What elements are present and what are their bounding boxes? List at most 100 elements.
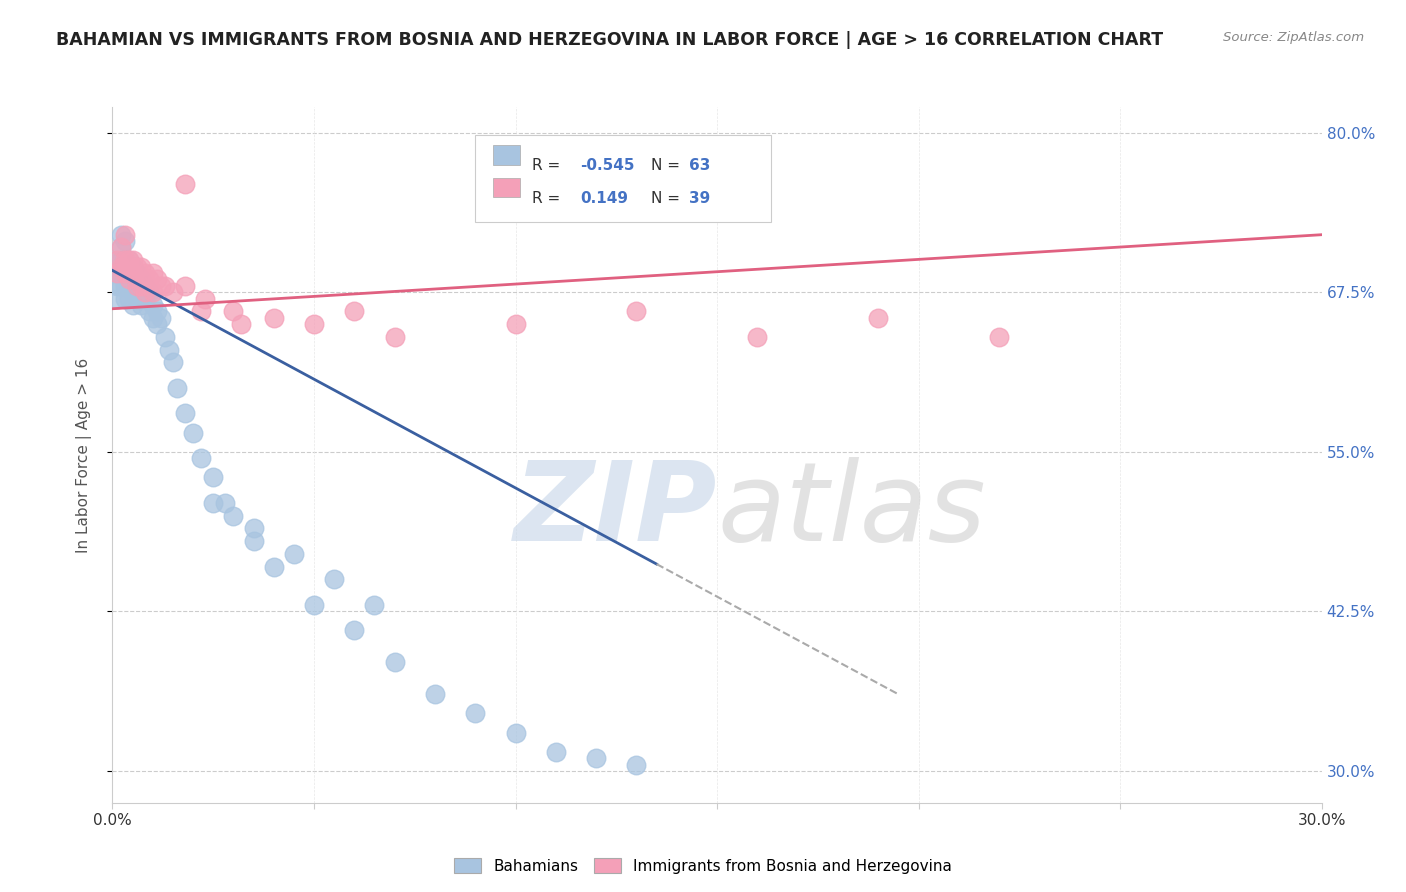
- Text: N =: N =: [651, 191, 685, 205]
- Text: 39: 39: [689, 191, 710, 205]
- Point: [117, 272, 139, 286]
- Point: [110, 278, 132, 293]
- Point: [202, 470, 225, 484]
- Point: [142, 285, 165, 300]
- Point: [263, 559, 285, 574]
- Point: [129, 272, 152, 286]
- Point: [149, 310, 172, 325]
- Point: [125, 292, 148, 306]
- Point: [110, 240, 132, 254]
- Point: [125, 260, 148, 274]
- Point: [142, 298, 165, 312]
- Point: [190, 451, 212, 466]
- Point: [121, 298, 143, 312]
- Point: [323, 573, 346, 587]
- Point: [222, 304, 245, 318]
- Point: [162, 355, 184, 369]
- Point: [114, 266, 136, 280]
- Point: [585, 751, 607, 765]
- Point: [125, 278, 148, 293]
- Point: [174, 278, 197, 293]
- Point: [105, 266, 128, 280]
- Point: [114, 227, 136, 242]
- Point: [464, 706, 486, 721]
- Point: [134, 278, 156, 293]
- Point: [149, 278, 172, 293]
- Point: [121, 285, 143, 300]
- Point: [138, 304, 160, 318]
- Point: [117, 266, 139, 280]
- Point: [626, 304, 648, 318]
- Point: [110, 227, 132, 242]
- Point: [423, 687, 446, 701]
- Text: 63: 63: [689, 158, 710, 173]
- Point: [214, 496, 236, 510]
- Point: [190, 304, 212, 318]
- Point: [505, 725, 527, 739]
- Point: [114, 278, 136, 293]
- Point: [384, 330, 406, 344]
- Point: [142, 266, 165, 280]
- Point: [363, 598, 385, 612]
- Point: [202, 496, 225, 510]
- Point: [114, 234, 136, 248]
- Point: [181, 425, 204, 440]
- Point: [747, 330, 769, 344]
- Point: [174, 406, 197, 420]
- Point: [302, 317, 325, 331]
- Point: [125, 278, 148, 293]
- Point: [129, 298, 152, 312]
- Point: [121, 272, 143, 286]
- Point: [105, 278, 128, 293]
- Text: atlas: atlas: [717, 457, 986, 564]
- Point: [166, 381, 188, 395]
- Point: [117, 278, 139, 293]
- Text: ZIP: ZIP: [513, 457, 717, 564]
- Point: [114, 253, 136, 268]
- Point: [242, 521, 264, 535]
- Text: N =: N =: [651, 158, 685, 173]
- Point: [505, 317, 527, 331]
- Point: [283, 547, 305, 561]
- Point: [105, 253, 128, 268]
- Point: [146, 317, 169, 331]
- Point: [134, 285, 156, 300]
- Point: [544, 745, 567, 759]
- Point: [988, 330, 1011, 344]
- Point: [114, 253, 136, 268]
- Text: R =: R =: [531, 158, 565, 173]
- Point: [110, 240, 132, 254]
- Point: [626, 757, 648, 772]
- Point: [114, 292, 136, 306]
- Point: [384, 656, 406, 670]
- Point: [162, 285, 184, 300]
- Point: [121, 253, 143, 268]
- Point: [117, 292, 139, 306]
- Point: [121, 260, 143, 274]
- Point: [222, 508, 245, 523]
- Point: [129, 285, 152, 300]
- Point: [157, 343, 180, 357]
- Point: [110, 260, 132, 274]
- Point: [153, 278, 176, 293]
- Point: [110, 266, 132, 280]
- Point: [138, 272, 160, 286]
- Point: [105, 292, 128, 306]
- Text: -0.545: -0.545: [581, 158, 636, 173]
- Point: [117, 253, 139, 268]
- Point: [129, 278, 152, 293]
- Point: [153, 330, 176, 344]
- Point: [125, 266, 148, 280]
- Point: [114, 266, 136, 280]
- Point: [343, 304, 366, 318]
- Point: [105, 253, 128, 268]
- Point: [263, 310, 285, 325]
- Point: [194, 292, 217, 306]
- Text: 0.149: 0.149: [581, 191, 628, 205]
- Text: BAHAMIAN VS IMMIGRANTS FROM BOSNIA AND HERZEGOVINA IN LABOR FORCE | AGE > 16 COR: BAHAMIAN VS IMMIGRANTS FROM BOSNIA AND H…: [56, 31, 1163, 49]
- Point: [231, 317, 253, 331]
- Point: [302, 598, 325, 612]
- Point: [174, 177, 197, 191]
- Point: [134, 292, 156, 306]
- Point: [146, 304, 169, 318]
